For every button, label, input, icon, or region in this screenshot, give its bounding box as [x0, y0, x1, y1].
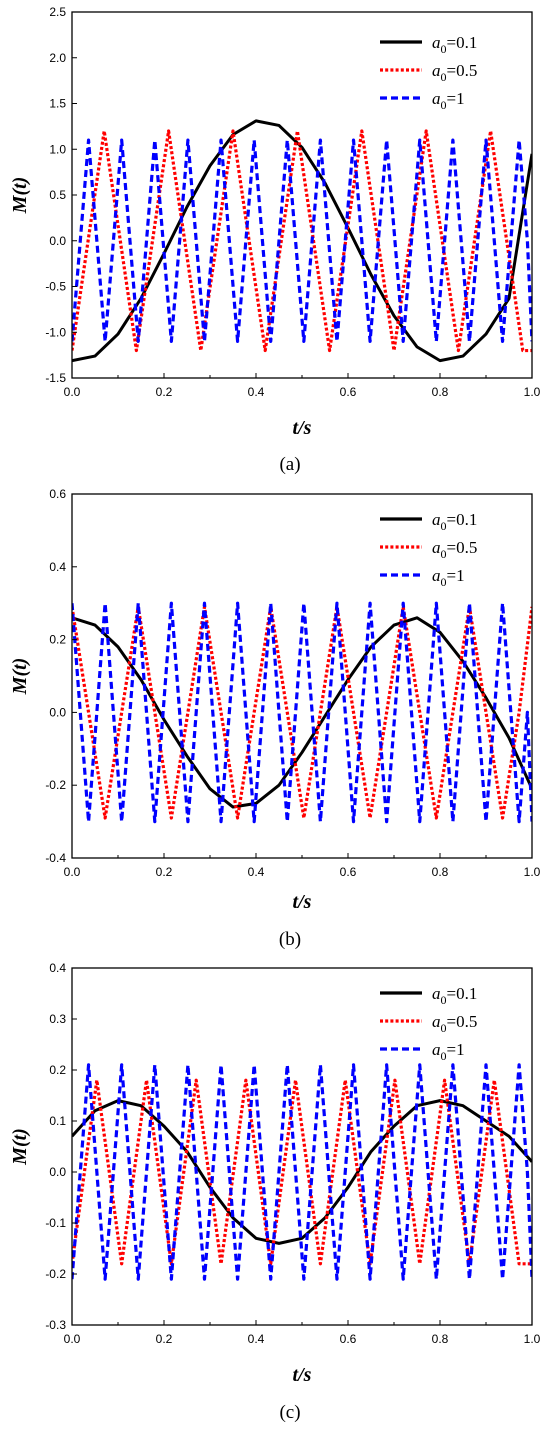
y-tick-label: -0.2 [45, 1267, 66, 1281]
legend-label-sub: 0 [441, 98, 447, 112]
y-tick-label: 2.0 [49, 51, 66, 65]
legend-label-1: a0=0.1 [432, 510, 477, 533]
x-tick-label: 0.6 [340, 385, 357, 399]
legend-label-value: =0.1 [447, 510, 478, 529]
y-axis-label: M(t) [9, 658, 31, 696]
legend-label-2: a0=0.5 [432, 538, 477, 561]
y-tick-label: 0.3 [49, 1012, 66, 1026]
series-line-1 [72, 119, 532, 363]
series-line-1 [72, 1099, 532, 1245]
legend-label-sub: 0 [441, 1021, 447, 1035]
y-tick-label: 0.5 [49, 188, 66, 202]
legend-label-3: a0=1 [432, 566, 465, 589]
y-tick-label: 0.0 [49, 705, 66, 719]
x-tick-label: 0.0 [64, 1332, 81, 1346]
x-tick-label: 0.0 [64, 865, 81, 879]
y-tick-label: -0.4 [45, 851, 66, 865]
x-tick-label: 0.2 [156, 385, 173, 399]
y-tick-label: 0.0 [49, 234, 66, 248]
x-axis-label: t/s [293, 891, 312, 913]
legend-label-value: =0.1 [447, 984, 478, 1003]
legend-label-var: a [432, 1012, 441, 1031]
y-tick-label: 0.4 [49, 961, 66, 975]
legend-label-sub: 0 [441, 519, 447, 533]
y-tick-label: 0.1 [49, 1114, 66, 1128]
y-tick-label: -1.0 [45, 325, 66, 339]
series-line-3 [72, 138, 532, 343]
x-tick-label: 0.4 [248, 385, 265, 399]
series-line-3 [72, 1063, 532, 1281]
x-tick-label: 1.0 [524, 865, 541, 879]
series-line-2 [72, 1078, 532, 1266]
panel-a: 0.0 0.2 0.4 0.6 0.8 1.0 -1.5 -1.0 -0.5 0.0 0.5 1.0 1… [9, 5, 541, 475]
y-axis-label: M(t) [9, 1128, 31, 1166]
legend-label-value: =1 [447, 1040, 465, 1059]
x-tick-label: 0.8 [432, 385, 449, 399]
x-tick-label: 0.2 [156, 1332, 173, 1346]
legend-label-value: =0.5 [447, 538, 478, 557]
x-tick-label: 1.0 [524, 1332, 541, 1346]
legend-label-var: a [432, 1040, 441, 1059]
legend-label-1: a0=0.1 [432, 33, 477, 56]
legend-label-sub: 0 [441, 42, 447, 56]
legend-label-1: a0=0.1 [432, 984, 477, 1007]
x-tick-label: 1.0 [524, 385, 541, 399]
y-tick-label: 0.2 [49, 633, 66, 647]
legend-label-var: a [432, 510, 441, 529]
panel-caption: (b) [279, 929, 301, 950]
x-tick-label: 0.4 [248, 865, 265, 879]
legend-label-sub: 0 [441, 575, 447, 589]
y-tick-label: 1.0 [49, 142, 66, 156]
y-tick-label: -0.3 [45, 1318, 66, 1332]
x-axis-label: t/s [293, 1364, 312, 1386]
legend-label-sub: 0 [441, 993, 447, 1007]
panel-caption: (a) [279, 454, 300, 475]
legend-label-2: a0=0.5 [432, 61, 477, 84]
y-tick-label: 0.2 [49, 1063, 66, 1077]
x-tick-label: 0.0 [64, 385, 81, 399]
legend-label-3: a0=1 [432, 89, 465, 112]
y-tick-label: -0.5 [45, 280, 66, 294]
legend-label-value: =1 [447, 566, 465, 585]
legend-label-value: =0.5 [447, 61, 478, 80]
legend-label-var: a [432, 566, 441, 585]
legend-label-var: a [432, 538, 441, 557]
legend-label-2: a0=0.5 [432, 1012, 477, 1035]
y-tick-label: 0.6 [49, 487, 66, 501]
y-axis-label: M(t) [9, 177, 31, 215]
legend-label-var: a [432, 33, 441, 52]
x-tick-label: 0.6 [340, 1332, 357, 1346]
legend-label-value: =0.1 [447, 33, 478, 52]
y-tick-label: -0.2 [45, 778, 66, 792]
panel-b: 0.0 0.2 0.4 0.6 0.8 1.0 -0.4 -0.2 0.0 0.2 0.4 0.6 t/… [9, 487, 541, 950]
series-line-1 [72, 616, 532, 809]
legend-label-sub: 0 [441, 70, 447, 84]
legend-label-var: a [432, 61, 441, 80]
legend-label-var: a [432, 89, 441, 108]
x-tick-label: 0.8 [432, 1332, 449, 1346]
legend-label-sub: 0 [441, 1049, 447, 1063]
y-tick-label: 0.4 [49, 560, 66, 574]
x-tick-label: 0.4 [248, 1332, 265, 1346]
legend-label-sub: 0 [441, 547, 447, 561]
series-line-3 [72, 601, 532, 824]
panel-c: 0.0 0.2 0.4 0.6 0.8 1.0 -0.3 -0.2 -0.1 0.0 0.1 0.2 0… [9, 961, 541, 1423]
series-line-2 [72, 129, 532, 353]
x-tick-label: 0.6 [340, 865, 357, 879]
series-line-2 [72, 605, 532, 820]
y-tick-label: -0.1 [45, 1216, 66, 1230]
x-tick-label: 0.8 [432, 865, 449, 879]
legend-label-value: =0.5 [447, 1012, 478, 1031]
legend-label-value: =1 [447, 89, 465, 108]
x-tick-label: 0.2 [156, 865, 173, 879]
y-tick-label: 2.5 [49, 5, 66, 19]
y-tick-label: 1.5 [49, 97, 66, 111]
y-tick-label: 0.0 [49, 1165, 66, 1179]
legend-label-3: a0=1 [432, 1040, 465, 1063]
y-tick-label: -1.5 [45, 371, 66, 385]
legend-label-var: a [432, 984, 441, 1003]
x-axis-label: t/s [293, 417, 312, 439]
panel-caption: (c) [279, 1402, 300, 1423]
